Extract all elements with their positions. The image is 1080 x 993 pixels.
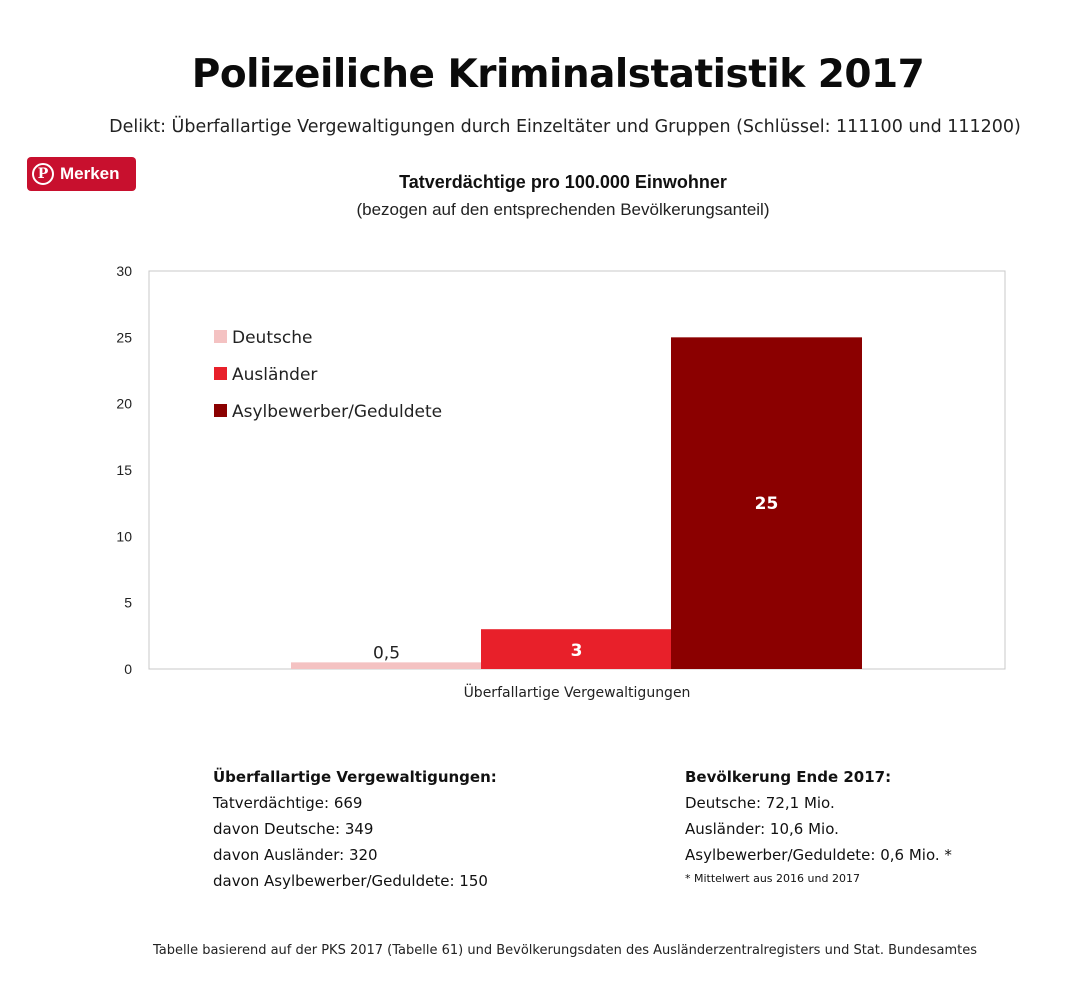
stats-left-heading: Überfallartige Vergewaltigungen: bbox=[213, 768, 497, 786]
y-tick-label: 25 bbox=[116, 329, 132, 345]
stats-left: Überfallartige Vergewaltigungen: Tatverd… bbox=[213, 764, 497, 894]
page-subtitle: Delikt: Überfallartige Vergewaltigungen … bbox=[109, 117, 1021, 137]
y-tick-label: 20 bbox=[116, 396, 132, 412]
stats-right-note: * Mittelwert aus 2016 und 2017 bbox=[685, 872, 860, 885]
stats-left-line: davon Deutsche: 349 bbox=[213, 820, 374, 838]
stats-left-line: davon Ausländer: 320 bbox=[213, 846, 378, 864]
stats-left-line: Tatverdächtige: 669 bbox=[213, 794, 363, 812]
stats-right: Bevölkerung Ende 2017: Deutsche: 72,1 Mi… bbox=[685, 764, 952, 890]
legend-swatch bbox=[214, 330, 227, 343]
stats-right-line: Deutsche: 72,1 Mio. bbox=[685, 794, 835, 812]
stats-right-line: Asylbewerber/Geduldete: 0,6 Mio. * bbox=[685, 846, 952, 864]
chart-title: Tatverdächtige pro 100.000 Einwohner bbox=[399, 172, 727, 192]
y-tick-label: 5 bbox=[124, 595, 132, 611]
legend-label: Deutsche bbox=[232, 328, 312, 348]
bar-2 bbox=[671, 337, 862, 669]
page-title: Polizeiliche Kriminalstatistik 2017 bbox=[191, 52, 925, 97]
y-tick-label: 10 bbox=[116, 528, 132, 544]
bar-value-label: 3 bbox=[571, 641, 583, 661]
stats-left-line: davon Asylbewerber/Geduldete: 150 bbox=[213, 872, 488, 890]
legend-swatch bbox=[214, 367, 227, 380]
pin-save-button[interactable]: P Merken bbox=[27, 157, 136, 191]
bar-value-label: 25 bbox=[755, 494, 779, 514]
source-footer: Tabelle basierend auf der PKS 2017 (Tabe… bbox=[152, 943, 978, 958]
pinterest-icon: P bbox=[32, 163, 54, 185]
y-tick-label: 30 bbox=[116, 263, 132, 279]
legend-swatch bbox=[214, 404, 227, 417]
bar-1 bbox=[481, 629, 672, 669]
legend-label: Ausländer bbox=[232, 365, 317, 385]
legend-label: Asylbewerber/Geduldete bbox=[232, 402, 442, 422]
pin-save-label: Merken bbox=[60, 164, 120, 183]
stats-right-line: Ausländer: 10,6 Mio. bbox=[685, 820, 839, 838]
y-tick-label: 0 bbox=[124, 661, 132, 677]
bar-chart: 0 5 10 15 20 25 30 0,5 3 25 Überfallartige Vergewa… bbox=[116, 263, 1006, 701]
y-tick-label: 15 bbox=[116, 462, 132, 478]
stats-right-heading: Bevölkerung Ende 2017: bbox=[685, 768, 892, 786]
chart-subtitle: (bezogen auf den entsprechenden Bevölker… bbox=[356, 200, 770, 219]
x-axis-label: Überfallartige Vergewaltigungen bbox=[464, 683, 691, 701]
bar-value-label: 0,5 bbox=[373, 643, 400, 663]
bar-0 bbox=[291, 662, 482, 669]
